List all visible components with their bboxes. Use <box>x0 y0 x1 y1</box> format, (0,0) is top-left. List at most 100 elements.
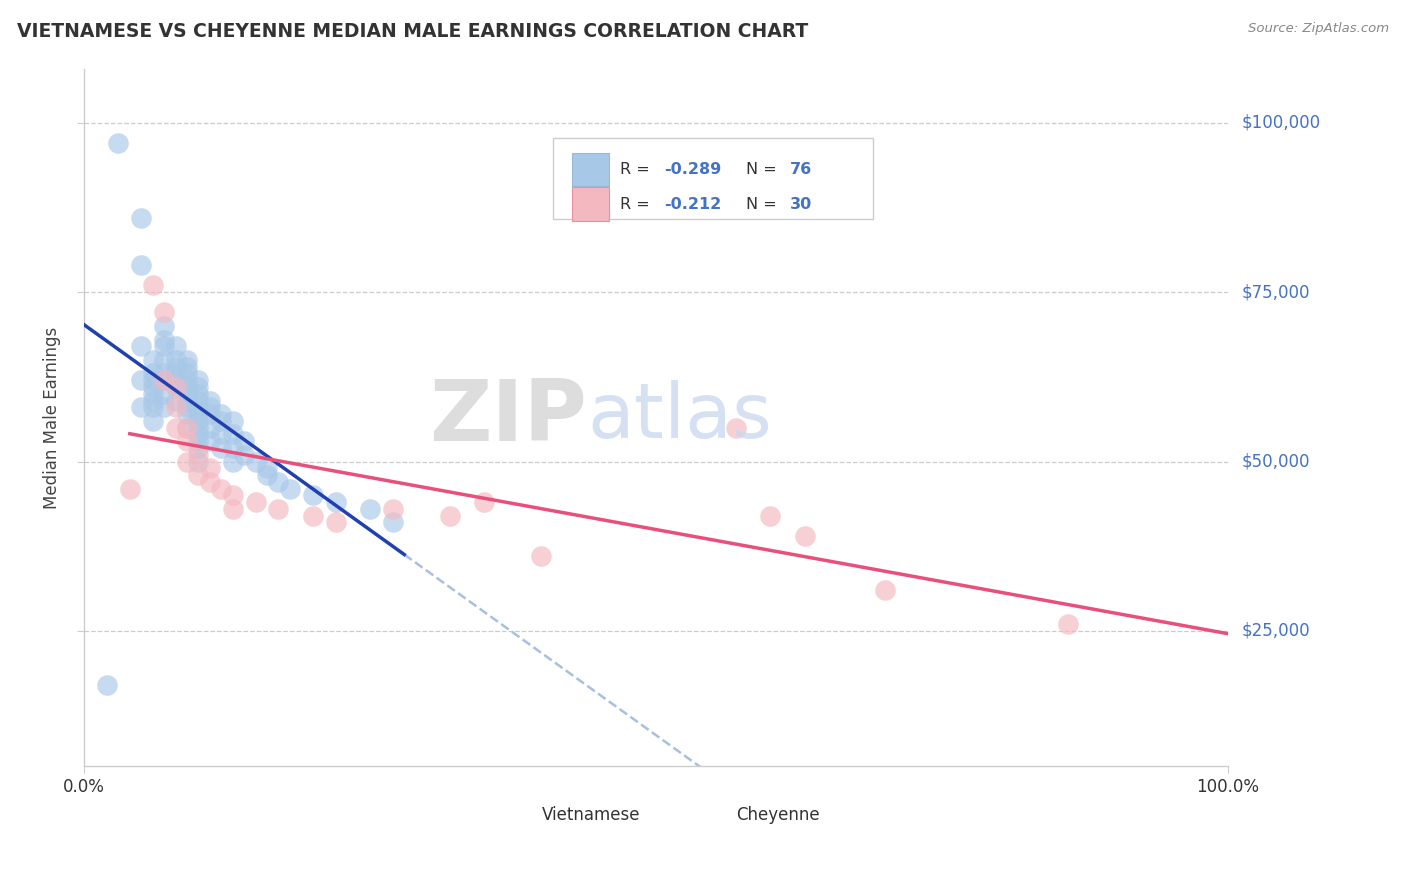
Text: VIETNAMESE VS CHEYENNE MEDIAN MALE EARNINGS CORRELATION CHART: VIETNAMESE VS CHEYENNE MEDIAN MALE EARNI… <box>17 22 808 41</box>
Point <box>222 414 245 428</box>
Text: $100,000: $100,000 <box>1241 113 1320 132</box>
Point <box>873 583 896 598</box>
Point <box>142 373 165 387</box>
Point <box>301 488 323 502</box>
Point <box>187 448 209 462</box>
Point <box>793 529 815 543</box>
Point <box>198 420 221 434</box>
Point <box>222 427 245 442</box>
Text: $75,000: $75,000 <box>1241 283 1310 301</box>
Point <box>176 420 198 434</box>
Point <box>176 434 198 449</box>
Point <box>165 380 187 394</box>
Y-axis label: Median Male Earnings: Median Male Earnings <box>44 326 60 508</box>
Point <box>142 386 165 401</box>
Point <box>187 420 209 434</box>
Point <box>176 454 198 468</box>
Point <box>153 333 176 347</box>
Bar <box>572 187 609 221</box>
Point <box>301 508 323 523</box>
Point <box>153 373 176 387</box>
Point <box>165 373 187 387</box>
Point <box>267 502 290 516</box>
Point <box>176 373 198 387</box>
Point <box>187 386 209 401</box>
Point <box>142 414 165 428</box>
Text: $25,000: $25,000 <box>1241 622 1310 640</box>
Point <box>222 488 245 502</box>
Point <box>187 441 209 455</box>
Text: atlas: atlas <box>588 381 772 454</box>
Point <box>153 386 176 401</box>
Point <box>165 393 187 408</box>
Text: 30: 30 <box>790 196 811 211</box>
Point <box>165 420 187 434</box>
Point <box>129 339 152 353</box>
Point <box>153 352 176 367</box>
Point <box>165 352 187 367</box>
Point <box>245 495 267 509</box>
Point <box>187 434 209 449</box>
Point <box>165 401 187 415</box>
Point <box>209 441 232 455</box>
Point <box>153 401 176 415</box>
Text: -0.212: -0.212 <box>664 196 721 211</box>
Text: Source: ZipAtlas.com: Source: ZipAtlas.com <box>1249 22 1389 36</box>
Point <box>187 454 209 468</box>
Bar <box>494 803 527 830</box>
Point <box>176 386 198 401</box>
Point <box>142 401 165 415</box>
Point <box>198 401 221 415</box>
Point <box>198 434 221 449</box>
Point <box>118 482 141 496</box>
Point <box>245 454 267 468</box>
Text: N =: N = <box>747 196 782 211</box>
Point <box>759 508 782 523</box>
Bar <box>688 803 723 830</box>
Point <box>165 367 187 381</box>
Point <box>165 359 187 374</box>
Point <box>142 393 165 408</box>
Point <box>187 427 209 442</box>
Point <box>209 482 232 496</box>
Point <box>381 502 404 516</box>
Text: N =: N = <box>747 162 782 178</box>
Point <box>129 211 152 225</box>
Point <box>233 434 256 449</box>
Text: Cheyenne: Cheyenne <box>735 806 820 824</box>
FancyBboxPatch shape <box>553 138 873 219</box>
Point <box>153 373 176 387</box>
Point <box>187 373 209 387</box>
Text: ZIP: ZIP <box>429 376 588 459</box>
Point <box>176 420 198 434</box>
Point <box>153 367 176 381</box>
Point <box>472 495 495 509</box>
Point <box>187 401 209 415</box>
Point <box>222 502 245 516</box>
Point <box>142 380 165 394</box>
Point <box>209 427 232 442</box>
Point <box>278 482 301 496</box>
Point <box>187 414 209 428</box>
Text: R =: R = <box>620 196 655 211</box>
Point <box>209 407 232 421</box>
Text: Vietnamese: Vietnamese <box>541 806 640 824</box>
Point <box>222 454 245 468</box>
Point <box>176 359 198 374</box>
Point <box>187 468 209 483</box>
Point <box>222 441 245 455</box>
Point <box>439 508 461 523</box>
Point <box>325 516 347 530</box>
Point <box>153 318 176 333</box>
Point <box>530 549 553 564</box>
Text: $50,000: $50,000 <box>1241 452 1310 470</box>
Point <box>129 401 152 415</box>
Point <box>96 678 118 692</box>
Point <box>165 339 187 353</box>
Point <box>198 475 221 489</box>
Point <box>176 380 198 394</box>
Text: -0.289: -0.289 <box>664 162 721 178</box>
Point <box>381 516 404 530</box>
Text: R =: R = <box>620 162 655 178</box>
Point <box>142 278 165 293</box>
